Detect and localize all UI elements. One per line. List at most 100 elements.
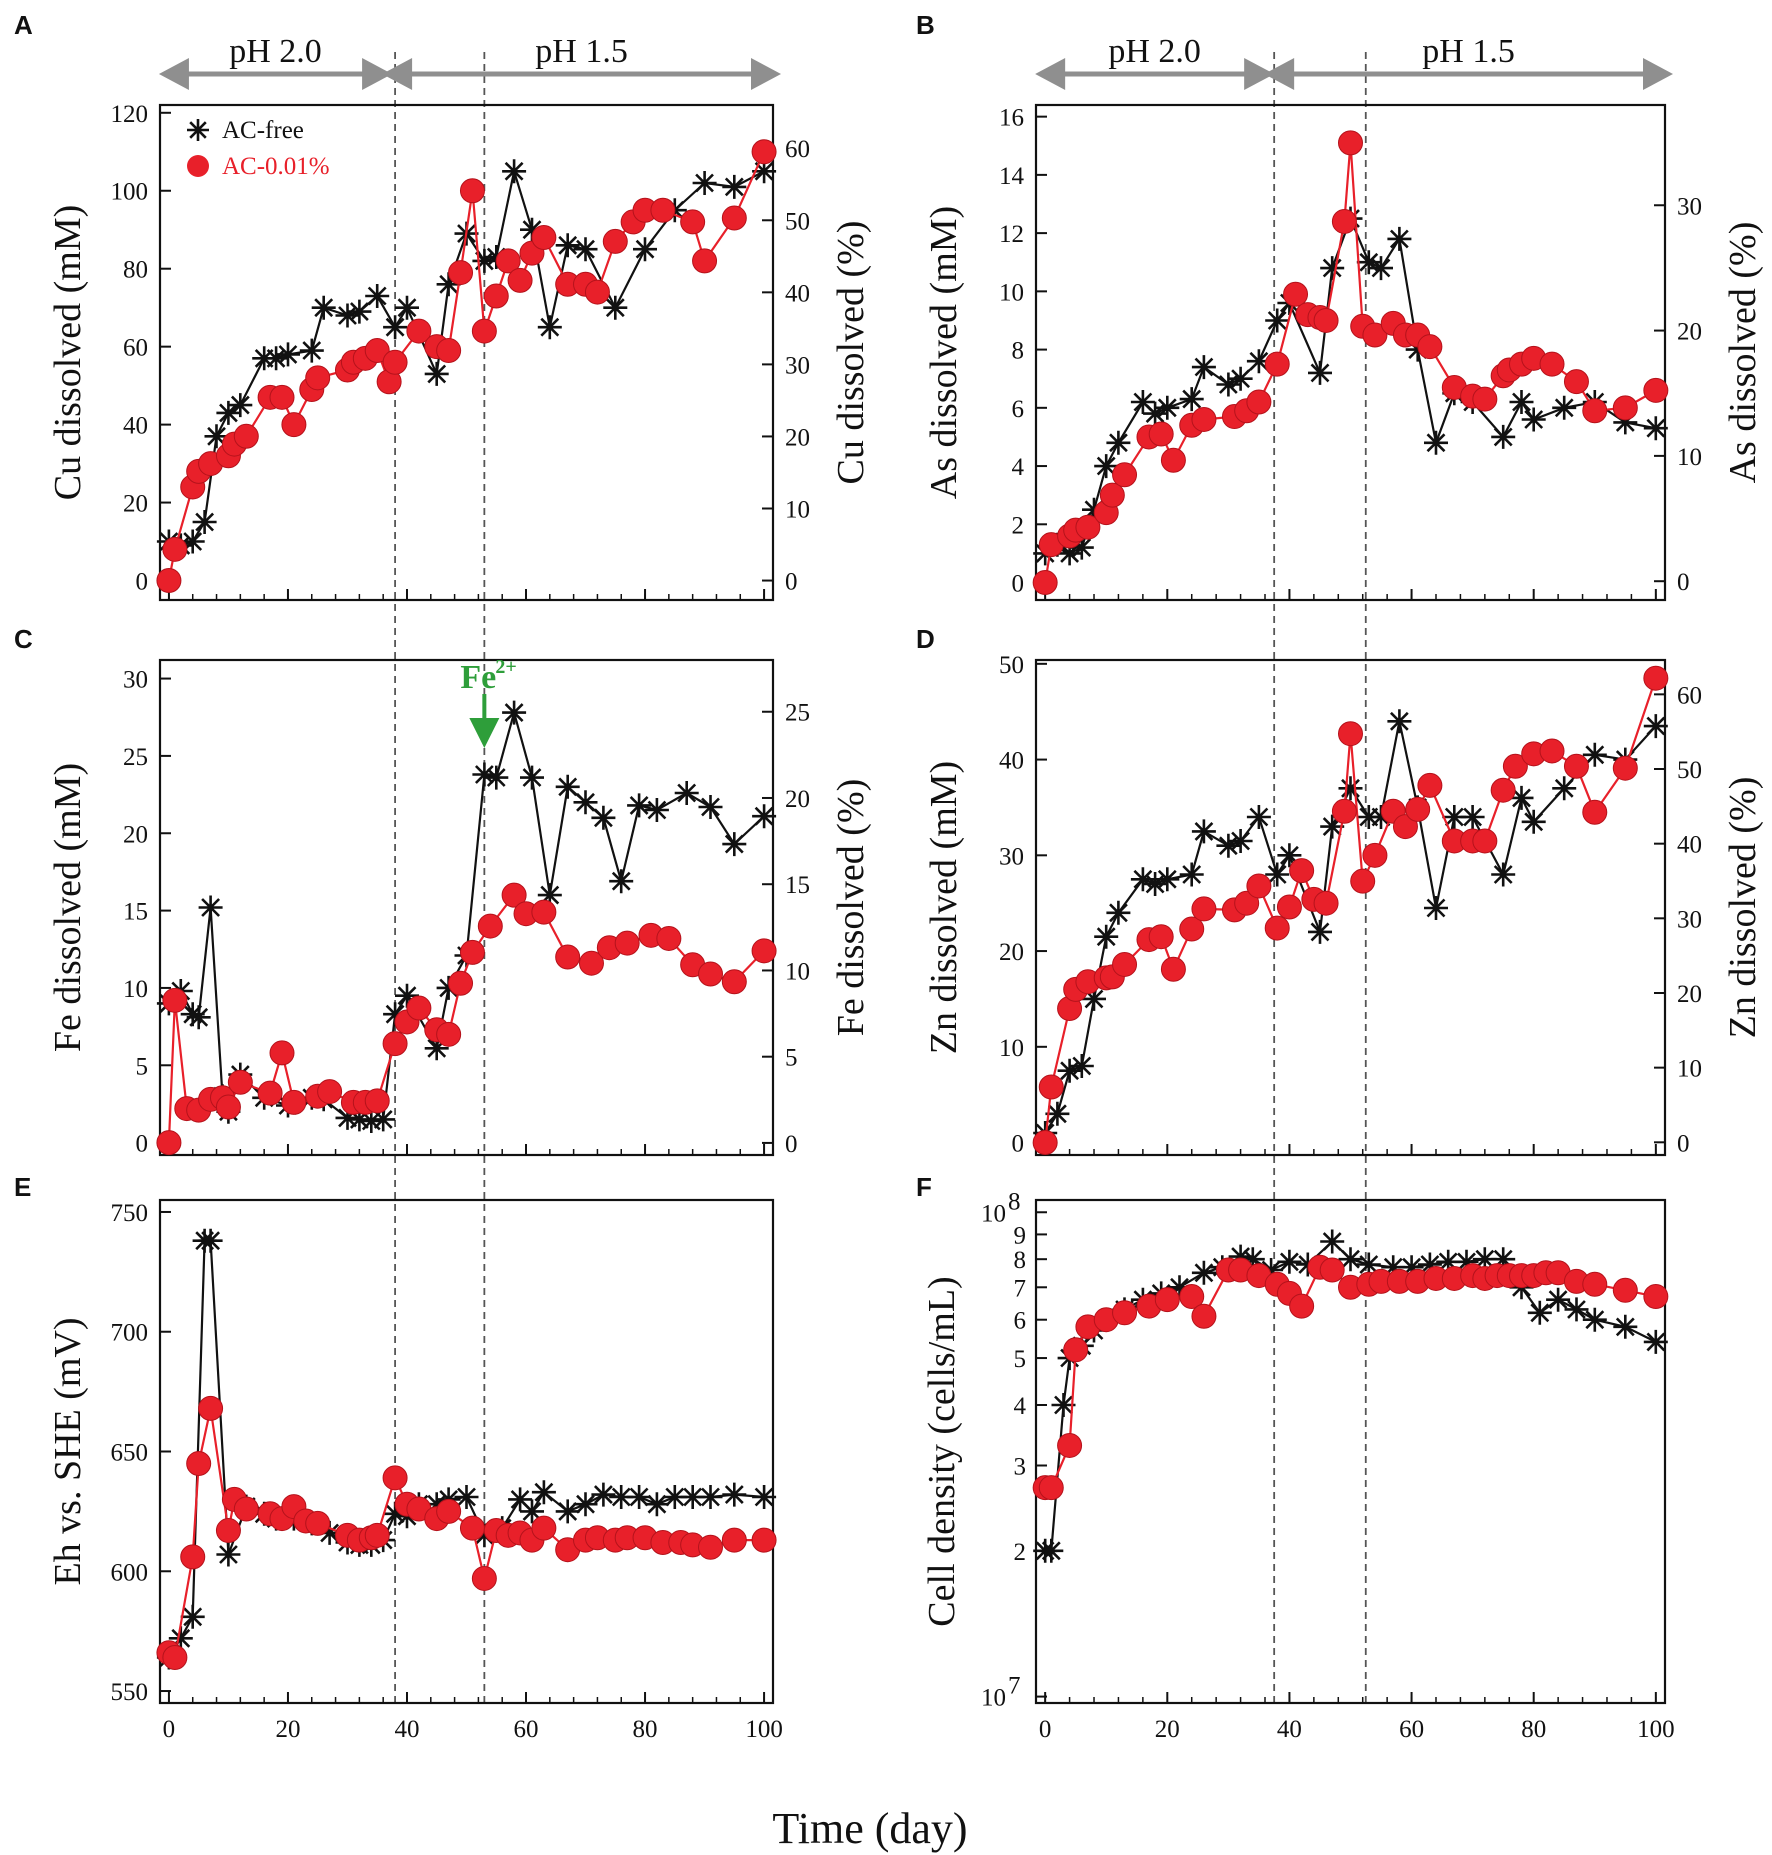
data-point-circle xyxy=(364,338,390,364)
data-point-circle xyxy=(1612,395,1638,421)
phase-arrow: pH 1.5 xyxy=(1264,33,1673,90)
y-right-tick-label: 40 xyxy=(1677,832,1702,859)
y-tick-label: 10 xyxy=(981,1200,1006,1227)
data-point-circle xyxy=(1264,351,1290,377)
data-point-circle xyxy=(1234,890,1260,916)
y-tick-label: 3 xyxy=(1014,1454,1027,1481)
data-point-asterisk xyxy=(1155,395,1180,420)
data-point-circle xyxy=(1191,1303,1217,1329)
data-point-asterisk xyxy=(1130,867,1155,892)
data-point-circle xyxy=(721,1527,747,1553)
phase-arrow: pH 1.5 xyxy=(382,33,781,90)
data-point-circle xyxy=(531,899,557,925)
data-point-circle xyxy=(1283,281,1309,307)
data-point-asterisk xyxy=(1521,407,1546,432)
y-tick-label: 6 xyxy=(1012,396,1025,423)
data-point-asterisk xyxy=(1613,1314,1638,1339)
data-point-circle xyxy=(1313,307,1339,333)
data-point-asterisk xyxy=(1582,742,1607,767)
data-point-circle xyxy=(1643,665,1669,691)
data-point-circle xyxy=(483,283,509,309)
data-point-asterisk xyxy=(180,1604,205,1629)
data-point-asterisk xyxy=(1643,714,1668,739)
data-point-circle xyxy=(436,1498,462,1524)
y-right-axis-title: Fe dissolved (%) xyxy=(830,779,872,1037)
data-point-asterisk xyxy=(347,299,372,324)
x-tick-label: 60 xyxy=(1399,1716,1424,1743)
data-point-asterisk xyxy=(1369,256,1393,281)
y-right-axis-title: Cu dissolved (%) xyxy=(830,221,872,485)
data-point-asterisk xyxy=(1265,862,1290,887)
data-point-asterisk xyxy=(1338,1247,1363,1272)
data-point-circle xyxy=(1112,1300,1138,1326)
data-point-circle xyxy=(650,197,676,223)
panel-a: A 0 20 40 60 80 100 120 0 10 20 30 40 50 60 Cu dissolve… xyxy=(14,10,872,602)
data-point-asterisk xyxy=(1399,1255,1424,1280)
data-point-asterisk xyxy=(1308,919,1332,944)
phase-label: pH 2.0 xyxy=(229,33,322,70)
data-point-circle xyxy=(1246,389,1272,415)
data-point-asterisk xyxy=(395,983,419,1008)
y-right-tick-label: 20 xyxy=(785,424,810,451)
plot-frame xyxy=(158,103,775,602)
data-point-circle xyxy=(1582,398,1608,424)
data-point-asterisk xyxy=(436,975,461,1000)
y-tick-label: 30 xyxy=(123,667,148,694)
data-point-circle xyxy=(406,318,432,344)
panel-e: E 0 20 40 60 80 100 550 600 650 700 750 Eh vs. SHE (… xyxy=(14,1172,783,1743)
data-point-circle xyxy=(1289,858,1315,884)
data-point-asterisk xyxy=(317,1520,342,1545)
data-point-asterisk xyxy=(1069,535,1094,560)
panel-c: C 0 5 10 15 20 25 30 0 5 10 15 20 25 Fe dissolved (mM)… xyxy=(14,624,872,1158)
y-tick-label: 650 xyxy=(111,1440,149,1467)
data-point-asterisk xyxy=(383,315,408,340)
y-tick-label: 8 xyxy=(1014,1247,1027,1274)
data-point-circle xyxy=(1417,772,1443,798)
y-axis-title: Fe dissolved (mM) xyxy=(47,763,89,1052)
data-point-asterisk xyxy=(216,1542,241,1567)
data-point-circle xyxy=(1148,924,1174,950)
series-ac-001 xyxy=(1032,1254,1669,1501)
data-point-asterisk xyxy=(1424,430,1448,455)
data-point-circle xyxy=(1331,798,1357,824)
data-point-circle xyxy=(162,536,188,562)
data-point-asterisk xyxy=(1155,867,1180,892)
data-point-circle xyxy=(281,412,307,438)
data-point-asterisk xyxy=(359,1109,384,1133)
data-point-circle xyxy=(1563,369,1589,395)
data-point-asterisk xyxy=(1069,1054,1094,1078)
data-point-circle xyxy=(698,1534,724,1560)
data-point-circle xyxy=(1472,386,1498,412)
y-tick-label: 2 xyxy=(1014,1539,1027,1566)
data-point-asterisk xyxy=(1051,1393,1076,1417)
x-tick-label: 60 xyxy=(514,1716,539,1743)
panel-d: D 0 10 20 30 40 50 0 10 20 30 40 50 60 Zn dissolved (m… xyxy=(916,624,1764,1158)
data-point-asterisk xyxy=(204,424,229,449)
data-point-asterisk xyxy=(1240,1247,1265,1272)
data-point-asterisk xyxy=(1228,366,1253,391)
y-tick-label: 0 xyxy=(1012,571,1025,598)
data-point-asterisk xyxy=(1277,1249,1302,1274)
data-point-asterisk xyxy=(1369,805,1393,829)
data-point-asterisk xyxy=(192,510,217,534)
data-point-asterisk xyxy=(1338,776,1363,801)
y-axis-title: As dissolved (mM) xyxy=(923,206,965,499)
phase-arrow-head xyxy=(1264,58,1295,90)
data-point-circle xyxy=(1246,873,1272,899)
phase-arrow: pH 2.0 xyxy=(158,33,393,90)
data-point-circle xyxy=(1612,1277,1638,1303)
data-point-circle xyxy=(257,1080,283,1106)
data-point-circle xyxy=(1063,1337,1089,1363)
y-tick-label: 5 xyxy=(1014,1346,1027,1373)
y-right-tick-label: 0 xyxy=(785,1131,798,1158)
data-point-asterisk xyxy=(752,1485,777,1509)
data-point-asterisk xyxy=(1277,843,1302,868)
data-point-asterisk xyxy=(1546,1287,1571,1312)
data-point-circle xyxy=(531,225,557,251)
data-point-asterisk xyxy=(180,1002,205,1027)
y-tick-label: 600 xyxy=(111,1559,149,1586)
data-point-circle xyxy=(364,1088,390,1114)
data-point-circle xyxy=(1392,814,1418,840)
data-point-circle xyxy=(1338,130,1363,156)
